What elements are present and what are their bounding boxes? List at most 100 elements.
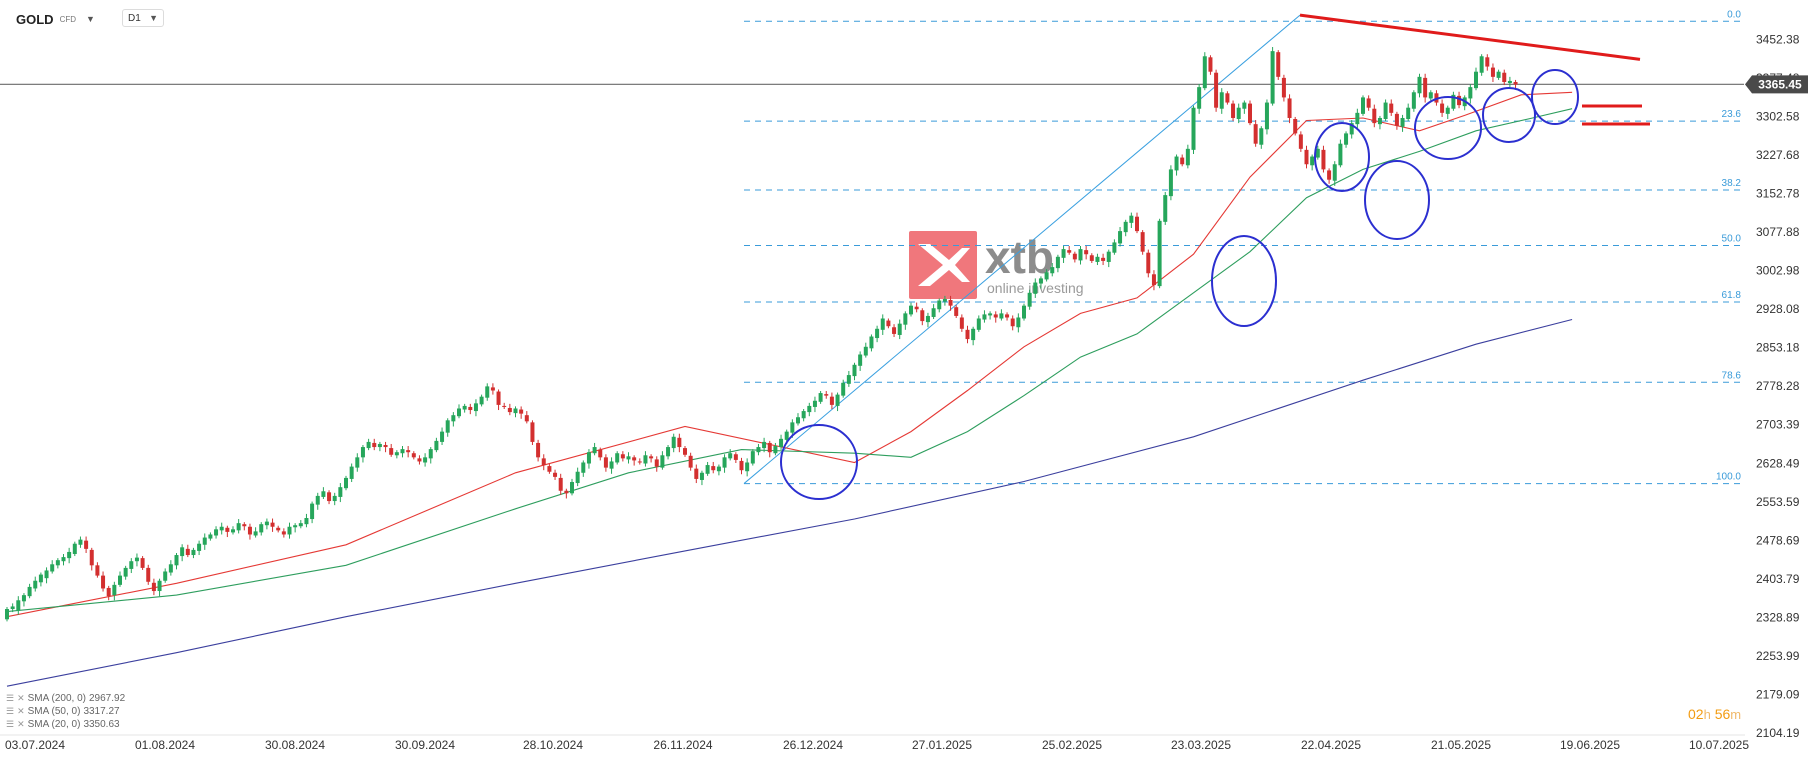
candle-body (852, 364, 857, 377)
candle-body (1219, 92, 1224, 109)
time-tick-label: 03.07.2024 (5, 738, 65, 752)
candle-body (1118, 231, 1123, 244)
candle (372, 438, 377, 451)
candle-body (1225, 93, 1230, 103)
candle-body (1236, 107, 1241, 120)
candle-body (756, 447, 761, 453)
candle (1089, 253, 1094, 263)
candle-body (1191, 107, 1196, 150)
candle (581, 460, 586, 477)
indicator-row-sma20[interactable]: ☰ ✕ SMA (20, 0) 3350.63 (6, 718, 125, 731)
candle-body (140, 558, 145, 568)
fibonacci-retracement[interactable]: 0.0 23.6 38.2 50.0 61.8 78.6 100.0 (743, 9, 1744, 485)
candle-body (327, 492, 332, 502)
candle-body (38, 574, 43, 583)
candle (1451, 91, 1456, 111)
candle-body (1293, 119, 1298, 134)
candle (140, 556, 145, 570)
candle (129, 558, 134, 574)
candle-body (1044, 272, 1049, 280)
indicator-row-sma200[interactable]: ☰ ✕ SMA (200, 0) 2967.92 (6, 692, 125, 705)
moving-averages (6, 91, 1573, 687)
candle-body (993, 314, 998, 318)
candle-body (841, 382, 846, 396)
highlight-circle (780, 424, 858, 500)
candle-body (372, 442, 377, 448)
close-icon[interactable]: ✕ (17, 719, 25, 729)
candle-body (1417, 76, 1422, 94)
candle-body (310, 503, 315, 520)
candle (1490, 63, 1495, 82)
candle-body (671, 436, 676, 449)
candle (699, 470, 704, 486)
close-icon[interactable]: ✕ (17, 706, 25, 716)
chart-drawings[interactable] (780, 13, 1650, 500)
time-tick-label: 19.06.2025 (1560, 738, 1620, 752)
candle-body (507, 407, 512, 413)
indicator-row-sma50[interactable]: ☰ ✕ SMA (50, 0) 3317.27 (6, 705, 125, 718)
candle-body (541, 458, 546, 466)
candle-body (1451, 94, 1456, 109)
time-axis[interactable]: 03.07.2024 01.08.2024 30.08.2024 30.09.2024… (0, 734, 1749, 752)
candle (50, 560, 55, 574)
fib-level-label: 61.8 (1722, 290, 1742, 301)
candle-body (1157, 220, 1162, 287)
candle (1310, 154, 1315, 171)
candle (151, 578, 156, 596)
candle-body (236, 523, 241, 531)
candle (796, 413, 800, 426)
settings-icon[interactable]: ☰ (6, 719, 15, 729)
candle-body (1445, 107, 1450, 114)
sma-line (6, 318, 1573, 687)
settings-icon[interactable]: ☰ (6, 706, 15, 716)
candle (615, 451, 620, 465)
candle-body (44, 570, 49, 579)
candle-body (106, 587, 111, 597)
chart-toolbar: GOLD CFD ▼ D1 ▼ (0, 0, 600, 36)
candle-body (773, 446, 778, 454)
fib-level-label: 0.0 (1727, 9, 1741, 20)
candle (1027, 289, 1032, 310)
candle-body (321, 491, 326, 497)
candle (225, 525, 230, 538)
candle-body (332, 495, 337, 502)
interval-selector[interactable]: D1 ▼ (122, 9, 164, 27)
last-price-badge (1745, 75, 1808, 94)
candle (1264, 99, 1269, 135)
candle (1304, 145, 1309, 169)
candle (666, 445, 671, 460)
candle-body (400, 449, 405, 454)
candle (564, 488, 569, 499)
candle (937, 298, 942, 313)
candle (1361, 95, 1365, 116)
candle-body (1061, 249, 1066, 258)
candle-body (666, 447, 671, 457)
close-icon[interactable]: ✕ (17, 693, 25, 703)
settings-icon[interactable]: ☰ (6, 693, 15, 703)
candle-body (688, 455, 693, 468)
candle-body (21, 595, 26, 602)
candle (920, 308, 925, 326)
price-axis[interactable]: 3452.383377.483302.583227.683152.783077.… (1745, 0, 1815, 759)
candle (982, 310, 987, 323)
candle-body (1383, 102, 1388, 120)
candle (1502, 69, 1507, 86)
candle-body (197, 543, 202, 551)
candle (1236, 103, 1241, 124)
candle-body (366, 441, 371, 449)
candle (886, 318, 891, 329)
candle-body (134, 557, 139, 562)
candle-body (999, 313, 1004, 319)
candle (1225, 91, 1230, 105)
candle (1287, 94, 1292, 124)
candle (281, 528, 286, 538)
symbol-selector[interactable]: GOLD CFD ▼ (16, 10, 95, 28)
candle-body (10, 606, 15, 610)
candle-body (377, 443, 382, 448)
candle-body (677, 437, 682, 448)
highlight-circle (1414, 96, 1482, 160)
candle-body (1400, 117, 1405, 127)
highlight-circle (1364, 160, 1430, 240)
candle-body (1310, 156, 1315, 166)
